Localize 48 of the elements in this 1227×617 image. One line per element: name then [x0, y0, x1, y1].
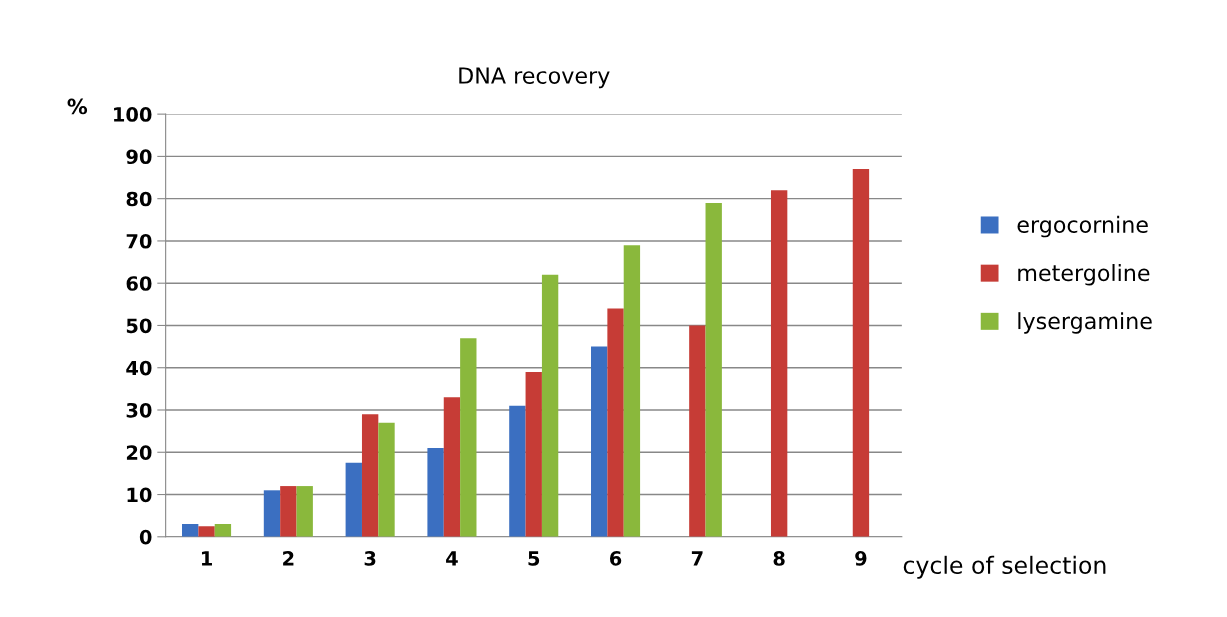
bar — [443, 397, 461, 537]
bar — [345, 462, 362, 537]
y-tick-label: 60 — [126, 276, 152, 291]
bar — [263, 490, 281, 537]
bar — [182, 524, 199, 537]
bar — [509, 405, 526, 537]
bar — [198, 526, 215, 537]
legend-label: metergoline — [1018, 264, 1150, 286]
y-tick-label: 0 — [139, 529, 152, 545]
x-tick-label: 2 — [283, 551, 294, 566]
bar — [623, 245, 641, 537]
y-axis-title: % — [67, 98, 88, 115]
legend-label: ergocornine — [1017, 215, 1148, 238]
bar — [214, 524, 232, 537]
bar — [280, 486, 297, 537]
y-tick-label: 90 — [126, 149, 152, 165]
y-tick-label: 50 — [126, 318, 152, 334]
y-tick-label: 80 — [126, 191, 152, 207]
y-tick-label: 70 — [126, 233, 152, 249]
bar — [378, 422, 395, 537]
bar — [607, 308, 624, 537]
bar — [296, 486, 313, 537]
x-tick-label: 5 — [528, 551, 540, 566]
x-tick-label: 1 — [201, 551, 212, 566]
bar — [541, 274, 559, 537]
bar — [460, 338, 477, 537]
bar — [689, 325, 706, 537]
bar — [427, 448, 444, 537]
x-axis-title: cycle of selection — [903, 555, 1106, 579]
bar — [525, 371, 542, 537]
x-tick-label: 6 — [609, 551, 622, 566]
bar — [591, 346, 608, 537]
x-tick-label: 9 — [855, 551, 867, 566]
x-tick-label: 3 — [364, 551, 376, 566]
bar — [705, 202, 722, 537]
x-tick-label: 4 — [446, 551, 458, 566]
y-tick-label: 10 — [127, 487, 152, 503]
y-tick-label: 100 — [114, 107, 152, 122]
x-tick-label: 8 — [773, 551, 785, 566]
bar — [361, 414, 379, 537]
bar — [770, 190, 788, 537]
legend-label: lysergamine — [1018, 312, 1152, 334]
chart-title: DNA recovery — [459, 67, 610, 89]
y-tick-label: 20 — [126, 445, 152, 460]
x-tick-label: 7 — [691, 551, 703, 566]
y-tick-label: 30 — [126, 402, 152, 418]
y-tick-label: 40 — [126, 360, 152, 376]
bar — [852, 169, 870, 537]
